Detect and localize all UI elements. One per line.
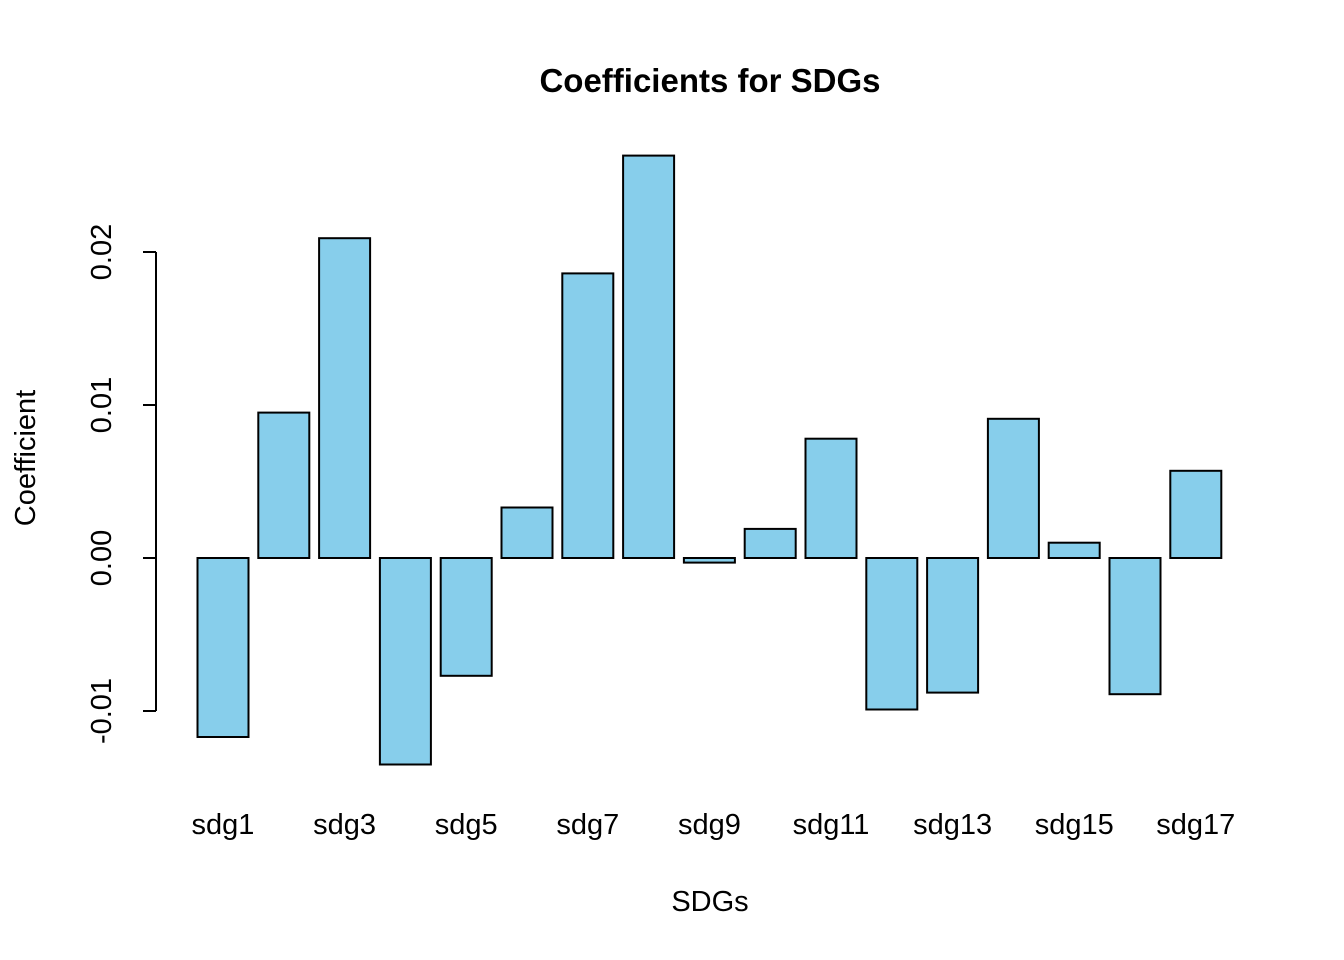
- bar-sdg2: [258, 413, 309, 558]
- y-axis-label: Coefficient: [10, 390, 42, 527]
- x-tick-label-sdg3: sdg3: [313, 809, 376, 841]
- x-tick-label-sdg7: sdg7: [556, 809, 619, 841]
- bar-sdg9: [684, 558, 735, 563]
- bar-sdg10: [745, 529, 796, 558]
- y-tick-label: 0.02: [86, 224, 118, 280]
- bar-sdg17: [1170, 471, 1221, 558]
- bar-sdg8: [623, 156, 674, 558]
- chart-title: Coefficients for SDGs: [539, 62, 880, 99]
- y-tick-label: 0.01: [86, 377, 118, 433]
- bar-sdg7: [562, 273, 613, 558]
- bar-sdg12: [866, 558, 917, 710]
- x-tick-label-sdg15: sdg15: [1035, 809, 1114, 841]
- bar-sdg5: [441, 558, 492, 676]
- x-tick-label-sdg1: sdg1: [192, 809, 255, 841]
- bar-sdg4: [380, 558, 431, 765]
- bar-sdg3: [319, 238, 370, 558]
- x-tick-label-sdg9: sdg9: [678, 809, 741, 841]
- bar-sdg11: [806, 439, 857, 558]
- bar-sdg14: [988, 419, 1039, 558]
- x-axis-label: SDGs: [671, 886, 748, 918]
- bar-sdg6: [502, 508, 553, 559]
- bar-sdg13: [927, 558, 978, 693]
- bar-sdg16: [1110, 558, 1161, 694]
- x-tick-labels: sdg1 sdg3 sdg5 sdg7 sdg9 sdg11 sdg13 sdg15 sdg17: [192, 809, 1236, 841]
- bar-sdg15: [1049, 543, 1100, 558]
- y-tick-label: 0.00: [86, 530, 118, 586]
- x-tick-label-sdg17: sdg17: [1156, 809, 1235, 841]
- y-tick-label: -0.01: [86, 678, 118, 744]
- x-tick-label-sdg5: sdg5: [435, 809, 498, 841]
- x-tick-label-sdg13: sdg13: [913, 809, 992, 841]
- bar-sdg1: [198, 558, 249, 737]
- x-tick-label-sdg11: sdg11: [793, 809, 870, 841]
